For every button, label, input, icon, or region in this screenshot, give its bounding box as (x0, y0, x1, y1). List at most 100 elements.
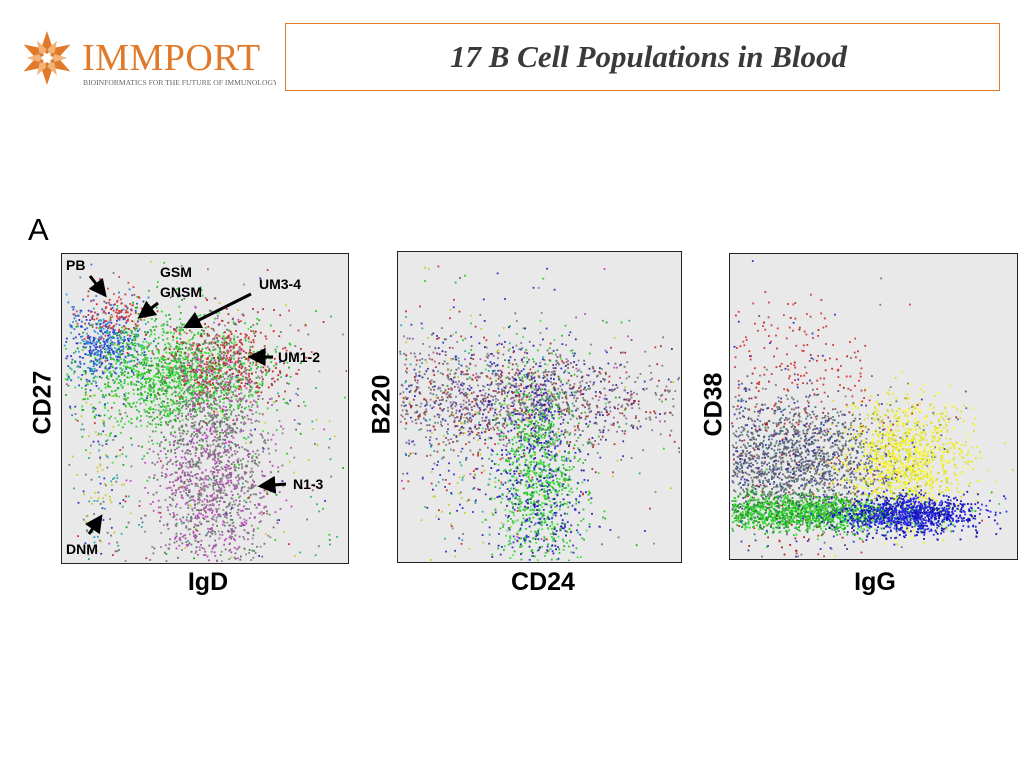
scatter-point (214, 462, 217, 465)
scatter-point (317, 360, 320, 363)
scatter-point (151, 350, 154, 352)
scatter-point (185, 327, 188, 329)
scatter-point (146, 397, 148, 399)
scatter-point (206, 520, 208, 523)
scatter-point (114, 371, 116, 374)
scatter-point (170, 431, 172, 434)
scatter-point (212, 382, 214, 384)
scatter-point (174, 356, 176, 358)
scatter-point (113, 337, 115, 339)
scatter-point (187, 419, 189, 421)
scatter-point (455, 331, 457, 334)
scatter-point (205, 450, 207, 453)
scatter-point (176, 326, 178, 329)
scatter-point (86, 383, 88, 386)
scatter-point (137, 376, 139, 379)
scatter-point (553, 393, 556, 396)
scatter-point (137, 318, 140, 321)
scatter-point (181, 440, 184, 442)
scatter-point (548, 405, 551, 408)
scatter-point (607, 362, 610, 365)
scatter-point (181, 299, 183, 301)
scatter-point (564, 324, 567, 327)
scatter-point (672, 398, 675, 400)
scatter-point (176, 513, 179, 516)
scatter-point (125, 495, 127, 498)
scatter-point (221, 455, 223, 458)
scatter-point (98, 443, 101, 446)
scatter-point (502, 389, 505, 392)
scatter-point (228, 400, 231, 403)
scatter-point (93, 363, 95, 365)
scatter-point (87, 366, 89, 369)
scatter-point (127, 383, 129, 385)
scatter-point (251, 543, 254, 545)
scatter-point (196, 483, 198, 485)
scatter-point (89, 395, 92, 398)
scatter-point (149, 378, 152, 381)
scatter-point (279, 372, 282, 375)
scatter-point (113, 382, 115, 384)
scatter-point (240, 373, 242, 376)
scatter-point (86, 327, 89, 330)
scatter-point (237, 361, 239, 364)
scatter-point (402, 487, 405, 490)
scatter-point (138, 505, 141, 507)
scatter-point (196, 428, 199, 431)
scatter-point (182, 341, 184, 343)
scatter-point (120, 331, 123, 334)
scatter-point (210, 454, 213, 456)
scatter-point (99, 346, 102, 349)
scatter-point (217, 513, 219, 516)
scatter-point (234, 487, 237, 490)
scatter-point (174, 536, 177, 539)
scatter-point (263, 345, 266, 348)
scatter-point (81, 387, 83, 389)
scatter-point (248, 453, 251, 455)
scatter-point (223, 466, 226, 469)
scatter-point (254, 330, 257, 333)
scatter-point (102, 327, 105, 330)
scatter-point (120, 353, 122, 356)
scatter-point (238, 463, 240, 466)
scatter-point (282, 531, 285, 534)
scatter-point (207, 414, 210, 417)
scatter-point (220, 461, 223, 464)
scatter-point (136, 320, 139, 323)
scatter-point (120, 361, 123, 364)
scatter-point (152, 340, 155, 343)
scatter-point (213, 449, 216, 452)
scatter-point (404, 396, 407, 399)
scatter-point (108, 394, 111, 396)
scatter-point (178, 396, 181, 398)
scatter-point (118, 291, 120, 294)
scatter-point (406, 371, 408, 374)
scatter-point (221, 320, 224, 322)
scatter-point (190, 400, 193, 402)
scatter-point (140, 424, 143, 427)
scatter-point (155, 408, 157, 411)
scatter-point (459, 403, 462, 406)
scatter-point (583, 363, 586, 366)
scatter-point (486, 396, 489, 399)
scatter-point (182, 396, 185, 399)
scatter-point (249, 381, 252, 384)
scatter-point (224, 494, 227, 496)
scatter-point (342, 333, 344, 336)
scatter-point (236, 350, 239, 353)
scatter-point (206, 555, 209, 558)
scatter-point (255, 381, 258, 384)
scatter-point (81, 405, 84, 408)
scatter-point (95, 327, 98, 329)
scatter-point (240, 349, 243, 352)
scatter-point (227, 336, 229, 339)
scatter-point (244, 473, 246, 475)
scatter-point (530, 375, 533, 378)
scatter-point (179, 507, 182, 509)
scatter-point (638, 420, 640, 423)
scatter-point (151, 439, 153, 442)
scatter-point (233, 556, 236, 559)
scatter-point (158, 387, 161, 390)
scatter-point (247, 357, 250, 359)
scatter-point (249, 349, 251, 351)
